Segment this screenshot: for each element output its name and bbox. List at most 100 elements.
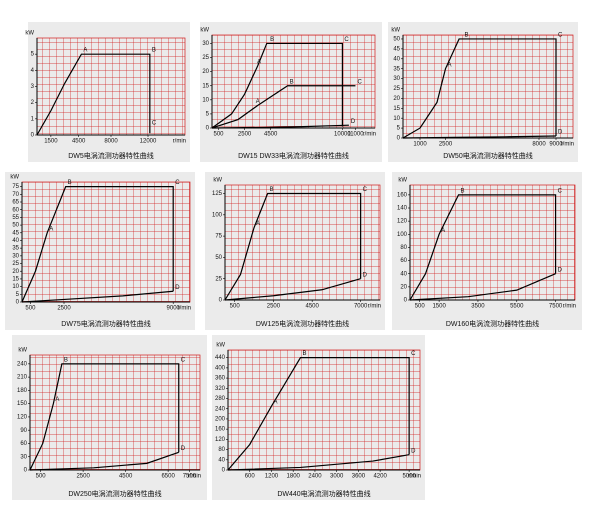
y-tick-label: 5 — [31, 52, 35, 58]
curve — [36, 53, 151, 136]
curve — [21, 290, 174, 303]
y-tick-label: 25 — [12, 261, 19, 267]
y-tick-label: 35 — [393, 66, 400, 72]
point-label: A — [49, 226, 53, 232]
x-tick-label: 3500 — [471, 304, 485, 310]
y-tick-label: 50 — [12, 223, 19, 229]
x-tick-label: 2500 — [76, 474, 90, 480]
point-label: B — [290, 79, 294, 85]
y-axis-label: kW — [200, 28, 209, 34]
y-tick-label: 360 — [215, 376, 226, 382]
chart-panel: 0 1 2 3 4 5 1500 4500 8000 12000 kW r/min A B C DW5电涡流测… — [25, 22, 190, 162]
y-axis-label: kW — [216, 343, 225, 349]
y-tick-label: 0 — [206, 126, 210, 132]
y-tick-label: 320 — [215, 386, 226, 392]
point-label: D — [411, 448, 416, 454]
point-label: C — [363, 187, 368, 193]
y-tick-label: 75 — [215, 234, 222, 240]
y-tick-label: 15 — [202, 83, 209, 89]
point-label: D — [351, 119, 356, 125]
y-tick-label: 0 — [397, 136, 401, 142]
x-axis-label: r/min — [368, 304, 381, 310]
y-tick-label: 80 — [400, 245, 407, 251]
y-tick-label: 50 — [215, 255, 222, 261]
y-tick-label: 60 — [400, 258, 407, 264]
y-tick-label: 125 — [212, 191, 223, 197]
point-label: A — [273, 400, 277, 406]
point-label: C — [344, 37, 349, 43]
point-label: B — [270, 187, 274, 193]
y-tick-label: 25 — [202, 55, 209, 61]
plot-area — [409, 184, 576, 301]
curve — [211, 85, 356, 129]
y-tick-label: 140 — [397, 206, 408, 212]
y-tick-label: 280 — [215, 396, 226, 402]
point-label: A — [256, 99, 260, 105]
point-label: D — [558, 130, 563, 136]
chart-caption: DW160电涡流测功器特性曲线 — [446, 319, 539, 328]
y-tick-label: 10 — [12, 284, 19, 290]
chart-caption: DW5电涡流测功器特性曲线 — [68, 151, 154, 160]
chart-caption: DW15 DW33电涡流测功器特性曲线 — [238, 151, 349, 160]
y-tick-label: 40 — [400, 271, 407, 277]
y-tick-label: 0 — [31, 133, 35, 139]
x-tick-label: 5500 — [510, 304, 524, 310]
y-tick-label: 65 — [12, 200, 19, 206]
y-tick-label: 5 — [397, 126, 401, 132]
x-tick-label: 1000 — [413, 142, 427, 148]
x-tick-label: 8000 — [532, 142, 546, 148]
y-tick-label: 440 — [215, 355, 226, 361]
x-tick-label: 10000 — [334, 132, 351, 138]
point-label: A — [55, 397, 59, 403]
x-tick-label: 2400 — [308, 474, 322, 480]
y-tick-label: 120 — [215, 437, 226, 443]
plot-area — [211, 34, 376, 129]
y-tick-label: 40 — [393, 56, 400, 62]
point-label: C — [181, 357, 186, 363]
point-label: C — [175, 180, 180, 186]
curve — [29, 363, 180, 471]
y-tick-label: 55 — [12, 215, 19, 221]
curve — [224, 278, 361, 301]
curve — [409, 194, 557, 301]
point-label: B — [64, 357, 68, 363]
y-tick-label: 180 — [17, 388, 28, 394]
y-tick-label: 80 — [218, 447, 225, 453]
x-tick-label: 4500 — [119, 474, 133, 480]
point-label: B — [68, 180, 72, 186]
y-tick-label: 100 — [397, 232, 408, 238]
point-label: A — [441, 228, 445, 234]
y-tick-label: 15 — [393, 106, 400, 112]
y-tick-label: 50 — [393, 37, 400, 43]
y-tick-label: 90 — [20, 428, 27, 434]
y-tick-label: 45 — [12, 230, 19, 236]
plot-area — [402, 34, 574, 139]
y-tick-label: 30 — [12, 253, 19, 259]
x-tick-label: 3600 — [352, 474, 366, 480]
x-tick-label: 6500 — [161, 474, 175, 480]
y-tick-label: 45 — [393, 46, 400, 52]
y-tick-label: 0 — [16, 300, 20, 306]
point-label: D — [175, 285, 180, 291]
x-tick-label: 2500 — [57, 306, 71, 312]
chart-panel: 0 5 10 15 20 25 30 35 40 45 50 1000 2500 8000 9000 kW r/… — [388, 22, 578, 162]
point-label: D — [181, 446, 186, 452]
chart-caption: DW250电涡流测功器特性曲线 — [68, 489, 161, 498]
curve — [211, 42, 343, 129]
point-label: D — [363, 272, 368, 278]
chart-caption: DW50电涡流测功器特性曲线 — [443, 151, 532, 160]
curve — [29, 451, 179, 471]
x-tick-label: 500 — [214, 132, 225, 138]
point-label: B — [302, 351, 306, 357]
point-label: C — [411, 351, 416, 357]
curve — [227, 357, 410, 471]
y-tick-label: 240 — [215, 406, 226, 412]
point-label: A — [257, 60, 261, 66]
y-tick-label: 70 — [12, 192, 19, 198]
y-tick-label: 25 — [393, 86, 400, 92]
point-label: A — [83, 48, 87, 54]
plot-area — [36, 37, 186, 136]
y-tick-label: 240 — [17, 361, 28, 367]
point-label: B — [152, 48, 156, 54]
y-tick-label: 25 — [215, 276, 222, 282]
